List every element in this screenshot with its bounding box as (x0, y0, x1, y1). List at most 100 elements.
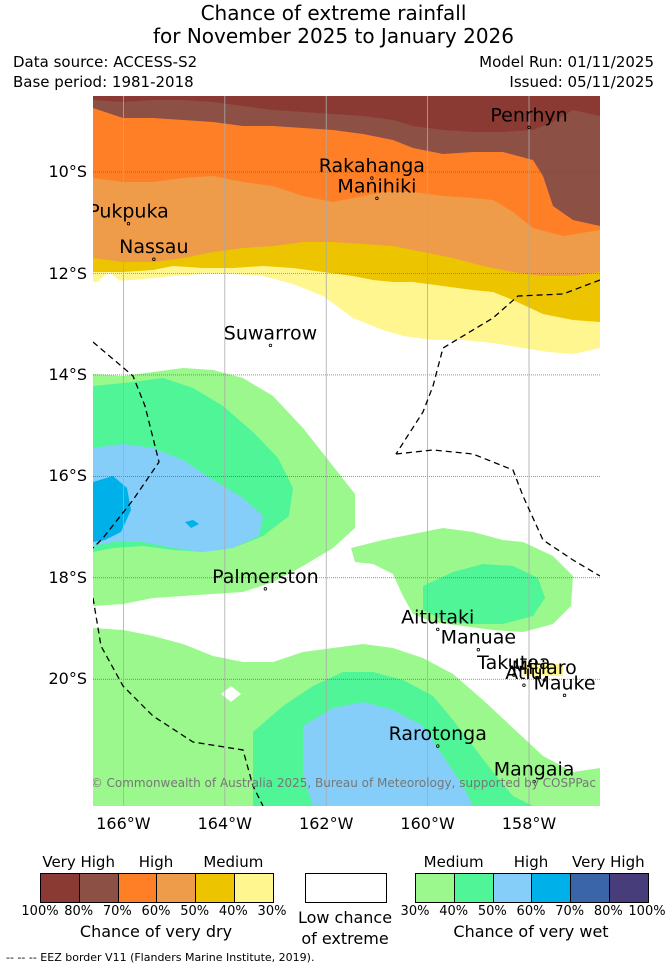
place-atiu: Atiu (505, 662, 543, 687)
lon-tick-158-w: 158°W (501, 814, 557, 833)
dry-category-very-high: Very High (42, 853, 115, 871)
copyright-text: © Commonwealth of Australia 2025, Bureau… (93, 776, 596, 790)
place-label-manihiki: Manihiki (337, 175, 416, 197)
place-label-aitutaki: Aitutaki (401, 606, 474, 628)
place-label-rarotonga: Rarotonga (389, 723, 487, 745)
lat-tick-16-s: 16°S (48, 466, 87, 486)
island-marker-atiu (522, 683, 526, 687)
dry-tick-30: 30% (257, 904, 287, 919)
wet-caption: Chance of very wet (453, 922, 609, 941)
wet-swatch-4 (531, 874, 571, 902)
eez-border-west (93, 341, 160, 549)
dry-swatch-2 (78, 874, 118, 902)
dry-tick-70: 70% (102, 904, 132, 919)
wet-band-50-60-west (93, 444, 263, 552)
dry-colorbar (40, 873, 274, 903)
place-penrhyn: Penrhyn (490, 104, 568, 130)
island-marker-takutea (512, 673, 516, 677)
wet-swatch-3 (492, 874, 532, 902)
wet-band-40-50-east (423, 564, 545, 624)
wet-category-very-high: Very High (572, 853, 645, 871)
dry-band-80-100 (93, 96, 600, 132)
wet-swatch-1 (416, 874, 454, 902)
wet-colorbar (415, 873, 649, 903)
data-source: Data source: ACCESS-S2 (13, 53, 198, 71)
dry-spot-mitiaro (523, 664, 563, 676)
map-title-line1: Chance of extreme rainfall (200, 1, 467, 25)
wet-category-medium: Medium (423, 853, 484, 871)
place-label-mangaia: Mangaia (494, 759, 575, 781)
wet-spot-60-70 (185, 520, 199, 528)
island-marker-pukpuka (126, 222, 131, 226)
island-marker-manuae (476, 648, 481, 652)
island-marker-rarotonga (436, 744, 440, 748)
lon-tick-162-w: 162°W (299, 814, 354, 833)
dry-tick-80: 80% (64, 904, 94, 919)
wet-swatch-5 (570, 874, 610, 902)
island-marker-mitiaro (542, 678, 546, 682)
place-mauke: Mauke (533, 672, 596, 698)
place-pukpuka: Pukpuka (93, 201, 169, 226)
place-nassau: Nassau (119, 236, 189, 261)
dry-swatch-4 (156, 874, 196, 902)
place-label-mauke: Mauke (533, 672, 595, 694)
lat-tick-14-s: 14°S (48, 364, 87, 384)
wet-category-high: High (513, 853, 549, 871)
place-takutea: Takutea (476, 652, 550, 677)
eez-footer-note: -- -- -- EEZ border V11 (Flanders Marine… (6, 951, 315, 964)
eez-border-southwest (93, 597, 264, 806)
wet-tick-70: 70% (555, 904, 585, 919)
low-chance-swatch (305, 873, 387, 903)
wet-tick-30: 30% (400, 904, 430, 919)
island-marker-mauke (562, 693, 567, 698)
island-marker-mangaia (532, 779, 536, 784)
wet-swatch-2 (453, 874, 493, 902)
wet-tick-50: 50% (477, 904, 507, 919)
place-label-penrhyn: Penrhyn (490, 104, 567, 126)
wet-tick-60: 60% (516, 904, 546, 919)
island-marker-rakahanga (370, 176, 374, 180)
place-manihiki: Manihiki (337, 175, 416, 201)
dry-tick-40: 40% (218, 904, 248, 919)
place-rarotonga: Rarotonga (389, 723, 487, 748)
place-label-manuae: Manuae (441, 627, 516, 649)
place-label-palmerston: Palmerston (212, 566, 319, 588)
place-label-pukpuka: Pukpuka (93, 201, 169, 223)
dry-swatch-6 (234, 874, 273, 902)
place-label-takutea: Takutea (476, 652, 550, 674)
place-label-suwarrow: Suwarrow (224, 322, 317, 344)
place-palmerston: Palmerston (212, 566, 319, 591)
white-spot-north (99, 272, 119, 288)
wet-tick-80: 80% (593, 904, 623, 919)
wet-band-50-60-south (303, 702, 473, 806)
dry-swatch-1 (41, 874, 79, 902)
island-marker-penrhyn (527, 125, 531, 130)
wet-tick-40: 40% (439, 904, 469, 919)
lon-tick-160-w: 160°W (400, 814, 455, 833)
map-title-line2: for November 2025 to January 2026 (152, 24, 515, 48)
place-label-nassau: Nassau (119, 236, 188, 258)
wet-band-60-70-west (93, 476, 131, 542)
place-label-atiu: Atiu (505, 662, 542, 684)
island-marker-nassau (152, 257, 156, 261)
lat-tick-12-s: 12°S (48, 263, 87, 283)
dry-category-high: High (138, 853, 174, 871)
island-marker-palmerston (263, 587, 268, 591)
low-chance-line2: of extreme (301, 929, 389, 948)
dry-tick-60: 60% (141, 904, 171, 919)
eez-border-east (395, 449, 600, 577)
place-manuae: Manuae (441, 627, 516, 652)
dry-swatch-5 (195, 874, 235, 902)
lon-tick-166-w: 166°W (96, 814, 151, 833)
lat-tick-18-s: 18°S (48, 567, 87, 587)
dry-swatch-3 (117, 874, 157, 902)
model-run: Model Run: 01/11/2025 (479, 53, 654, 71)
wet-tick-100: 100% (628, 904, 666, 919)
lon-tick-164-w: 164°W (197, 814, 252, 833)
eez-borders (93, 279, 600, 806)
map-fill-layers (93, 96, 600, 806)
white-spot-south (221, 686, 241, 702)
dry-category-medium: Medium (203, 853, 264, 871)
